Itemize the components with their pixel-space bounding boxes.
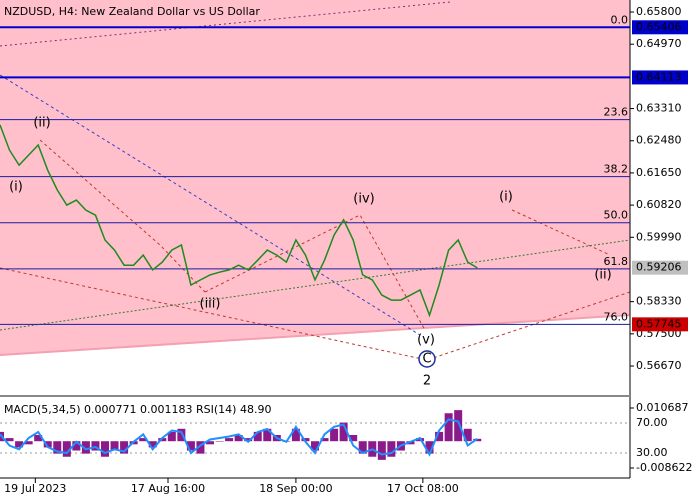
price-label: 0.57745 (636, 317, 682, 330)
macd-bar (158, 438, 167, 442)
y2-tick-label: 70.00 (636, 416, 668, 429)
y-tick-label: 0.56670 (636, 359, 682, 372)
fib-label: 76.0 (604, 310, 629, 323)
macd-bar (186, 441, 195, 451)
macd-bar (110, 441, 119, 451)
y-tick-label: 0.010687 (636, 401, 689, 414)
y-tick-label: 0.60820 (636, 198, 682, 211)
macd-bar (120, 441, 129, 454)
macd-bar (244, 438, 253, 442)
price-line (0, 124, 478, 318)
macd-bar (377, 441, 386, 460)
wave-label: (iv) (353, 192, 374, 207)
macd-bar (253, 431, 262, 442)
macd-bar (139, 438, 148, 442)
macd-bar (444, 413, 453, 442)
macd-bar (311, 441, 319, 451)
wave-label: (i) (9, 180, 23, 195)
wave-circle (418, 350, 436, 368)
macd-bar (339, 422, 348, 442)
wave-line (0, 267, 631, 361)
x-tick-label: 17 Oct 08:00 (387, 482, 459, 495)
y-tick-label: 0.64970 (636, 37, 682, 50)
macd-bar (72, 441, 81, 451)
macd-bar (81, 441, 90, 454)
fib-label: 23.6 (604, 106, 629, 119)
macd-bar (387, 441, 396, 457)
macd-bar (43, 441, 52, 448)
macd-bar (463, 428, 472, 442)
macd-bar (24, 441, 33, 445)
macd-bar (196, 441, 205, 454)
macd-bar (101, 441, 109, 457)
macd-bar (291, 428, 300, 442)
wave-label: (ii) (33, 116, 50, 131)
x-tick-label: 18 Sep 00:00 (259, 482, 332, 495)
price-label: 0.59206 (636, 261, 682, 274)
macd-bar (330, 428, 339, 442)
y2-tick-label: 30.00 (636, 446, 668, 459)
macd-bar (358, 441, 367, 454)
price-label: 0.65406 (636, 20, 682, 33)
macd-bar (225, 438, 234, 442)
rsi-line (0, 418, 478, 457)
chart-title: NZDUSD, H4: New Zealand Dollar vs US Dol… (4, 5, 260, 18)
price-label: 0.64113 (636, 70, 682, 83)
macd-bar (263, 428, 272, 442)
price-box (632, 260, 688, 275)
y-tick-label: 0.63310 (636, 102, 682, 115)
background-zone (0, 0, 630, 355)
wave-label: C (422, 352, 431, 367)
y-tick-label: 0.58330 (636, 295, 682, 308)
macd-bar (320, 438, 329, 442)
macd-bar (425, 441, 434, 454)
indicator-title: MACD(5,34,5) 0.000771 0.001183 RSI(14) 4… (4, 403, 271, 416)
y-tick-label: 0.62480 (636, 134, 682, 147)
price-box (632, 20, 688, 35)
macd-bar (167, 431, 176, 442)
trend-line (0, 1, 451, 47)
macd-bar (454, 410, 463, 442)
macd-bar (301, 438, 310, 442)
macd-bar (206, 441, 214, 445)
y-tick-label: -0.008622 (636, 461, 692, 474)
macd-bar (15, 441, 24, 448)
macd-bar (34, 434, 43, 442)
x-tick-label: 19 Jul 2023 (4, 482, 66, 495)
price-box (632, 70, 688, 85)
fib-label: 38.2 (604, 163, 629, 176)
wave-label: (iii) (200, 297, 221, 312)
macd-bar (5, 438, 14, 442)
wave-label: (ii) (594, 268, 611, 283)
macd-bar (215, 441, 224, 442)
macd-bar (349, 434, 358, 442)
fib-label: 0.0 (611, 13, 629, 26)
wave-label: (i) (499, 190, 513, 205)
x-tick-label: 17 Aug 16:00 (131, 482, 205, 495)
wave-label: (v) (417, 333, 435, 348)
y-tick-label: 0.61650 (636, 166, 682, 179)
price-box (632, 317, 688, 332)
y-tick-label: 0.59990 (636, 230, 682, 243)
macd-bar (435, 431, 444, 442)
wave-label: 2 (423, 374, 431, 389)
macd-bar (148, 441, 157, 448)
macd-bar (91, 441, 100, 451)
macd-bar (53, 441, 62, 454)
fib-label: 61.8 (604, 255, 629, 268)
zone-edge (0, 314, 631, 356)
fib-label: 50.0 (604, 209, 629, 222)
macd-bar (62, 441, 71, 457)
macd-bar (177, 428, 186, 442)
macd-bar (234, 434, 243, 442)
y-tick-label: 0.65800 (636, 5, 682, 18)
trend-line (0, 74, 421, 336)
